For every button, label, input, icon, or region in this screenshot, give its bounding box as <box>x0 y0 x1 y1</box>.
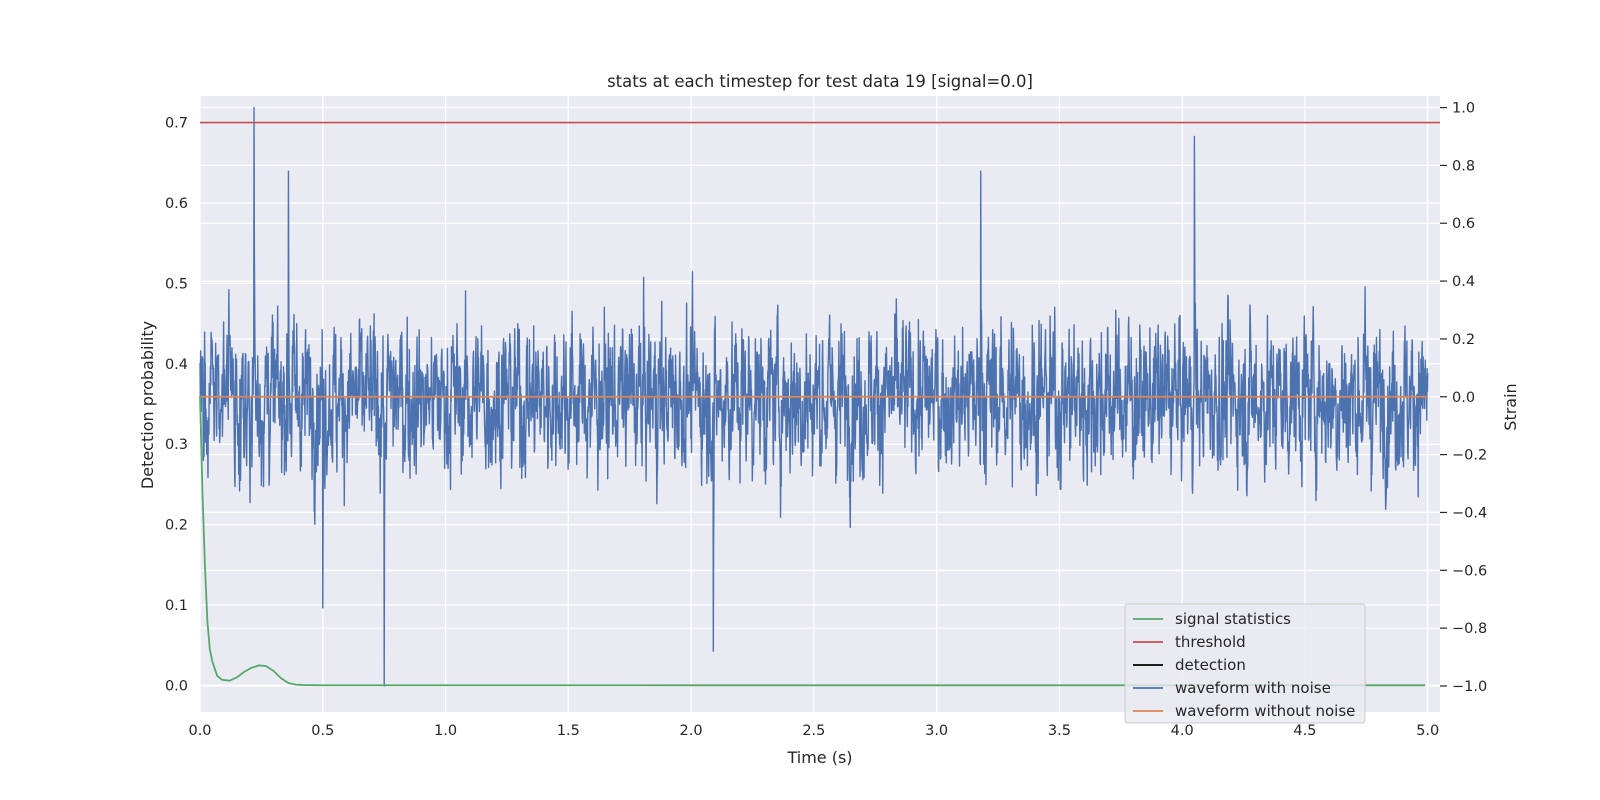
x-tick-label: 5.0 <box>1416 723 1439 739</box>
x-tick-label: 4.0 <box>1171 723 1194 739</box>
x-tick-label: 3.0 <box>925 723 948 739</box>
y-right-tick-label: −0.2 <box>1452 448 1487 464</box>
series-layer <box>199 106 1440 687</box>
y-right-tick-label: 1.0 <box>1452 101 1475 117</box>
y-right-tick-label: −0.4 <box>1452 505 1487 521</box>
y-right-tick-label: 0.0 <box>1452 390 1475 406</box>
x-axis-title: Time (s) <box>786 748 852 767</box>
x-tick-label: 3.5 <box>1048 723 1071 739</box>
y-axis-right-title: Strain <box>1501 383 1520 430</box>
x-tick-label: 4.5 <box>1293 723 1316 739</box>
y-tick-label: 0.0 <box>165 678 188 694</box>
y-tick-label: 0.2 <box>165 518 188 534</box>
x-tick-label: 0.0 <box>188 723 211 739</box>
y-right-tick-label: 0.6 <box>1452 216 1475 232</box>
y-tick-label: 0.3 <box>165 437 188 453</box>
x-tick-label: 2.5 <box>802 723 825 739</box>
axes: 0.0 0.5 1.0 1.5 2.0 2.5 3.0 3.5 4.0 4.5 5.0 0.0 0.1 0… <box>165 101 1487 739</box>
y-right-tick-label: 0.2 <box>1452 332 1475 348</box>
x-tick-label: 2.0 <box>680 723 703 739</box>
x-tick-label: 1.0 <box>434 723 457 739</box>
y-right-tick-label: −0.8 <box>1452 621 1487 637</box>
y-tick-label: 0.7 <box>165 116 188 132</box>
legend-label-detection: detection <box>1175 656 1246 674</box>
x-tick-label: 1.5 <box>557 723 580 739</box>
y-right-tick-label: 0.8 <box>1452 158 1475 174</box>
y-tick-label: 0.6 <box>165 196 188 212</box>
chart-title: stats at each timestep for test data 19 … <box>607 72 1033 91</box>
y-tick-label: 0.5 <box>165 276 188 292</box>
y-right-tick-label: 0.4 <box>1452 274 1475 290</box>
legend-label-waveform-without-noise: waveform without noise <box>1175 702 1355 720</box>
y-right-tick-label: −1.0 <box>1452 679 1487 695</box>
legend-label-waveform-with-noise: waveform with noise <box>1175 679 1331 697</box>
y-tick-label: 0.1 <box>165 598 188 614</box>
legend-box <box>1124 603 1366 724</box>
x-tick-label: 0.5 <box>311 723 334 739</box>
y-axis-title: Detection probability <box>138 321 157 489</box>
y-tick-label: 0.4 <box>165 357 188 373</box>
signal-statistics-line <box>199 395 1426 687</box>
y-right-tick-label: −0.6 <box>1452 563 1487 579</box>
legend-label-signal-statistics: signal statistics <box>1175 610 1291 628</box>
legend: signal statistics threshold detection wavef… <box>1124 603 1366 724</box>
legend-label-threshold: threshold <box>1175 633 1246 651</box>
